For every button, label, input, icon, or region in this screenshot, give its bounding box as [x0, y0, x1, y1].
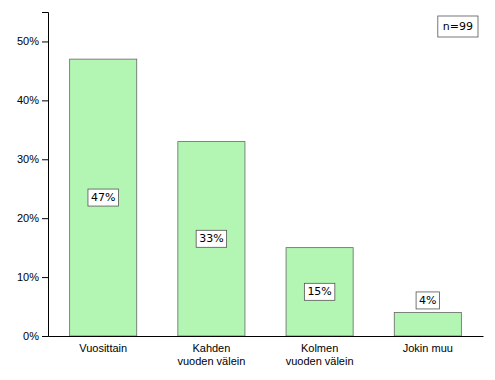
x-tick: Kahdenvuoden välein	[177, 336, 245, 367]
chart: 0% 10% 20% 30% 40% 50% Vuosittain Kahdenvuoden …	[0, 0, 495, 380]
data-label-box	[196, 230, 226, 247]
y-tick: 20%	[17, 212, 48, 224]
x-tick-label: Kahdenvuoden välein	[177, 342, 245, 367]
bar	[70, 59, 137, 336]
data-label-box	[88, 189, 118, 206]
y-tick-mark	[42, 277, 48, 278]
annotation: n=99	[443, 20, 473, 33]
data-label: 15%	[307, 285, 331, 298]
data-label-box	[304, 283, 334, 300]
x-tick: Vuosittain	[79, 336, 127, 354]
y-tick-mark	[42, 100, 48, 101]
data-labels: 47% 33% 15% 4%	[88, 189, 440, 309]
x-axis-line	[49, 336, 484, 337]
y-tick-mark	[42, 336, 48, 337]
data-label-group: 33%	[196, 230, 226, 247]
x-tick: Kolmenvuoden välein	[286, 336, 354, 367]
x-tick-label: Vuosittain	[79, 342, 127, 354]
x-tick: Jokin muu	[403, 336, 453, 354]
y-tick-label: 40%	[17, 94, 39, 106]
bar	[178, 142, 245, 336]
bar	[286, 248, 353, 336]
plot: 0% 10% 20% 30% 40% 50% Vuosittain Kahdenvuoden …	[17, 13, 484, 368]
y-tick: 0%	[23, 330, 48, 342]
y-tick: 30%	[17, 153, 48, 165]
y-axis-line	[42, 13, 49, 337]
y-tick-mark	[42, 159, 48, 160]
data-label-group: 15%	[304, 283, 334, 300]
y-tick-label: 20%	[17, 212, 39, 224]
y-tick-label: 10%	[17, 271, 39, 283]
y-tick: 10%	[17, 271, 48, 283]
data-label-group: 47%	[88, 189, 118, 206]
bar	[394, 312, 461, 336]
data-label: 47%	[91, 191, 115, 204]
y-tick-mark	[42, 41, 48, 42]
y-axis: 0% 10% 20% 30% 40% 50%	[17, 13, 49, 343]
data-label-group: 4%	[416, 292, 439, 309]
y-tick: 50%	[17, 35, 48, 47]
y-tick-label: 30%	[17, 153, 39, 165]
data-label: 4%	[419, 294, 436, 307]
data-label: 33%	[199, 232, 223, 245]
annotation-group: n=99	[438, 16, 478, 37]
y-tick-label: 50%	[17, 35, 39, 47]
bars	[70, 59, 462, 336]
x-tick-label: Jokin muu	[403, 342, 453, 354]
data-label-box	[416, 292, 439, 309]
y-tick-label: 0%	[23, 330, 39, 342]
y-tick: 40%	[17, 94, 48, 106]
y-tick-mark	[42, 218, 48, 219]
x-axis: Vuosittain Kahdenvuoden välein Kolmenvuode…	[49, 336, 484, 367]
annotation-box	[438, 16, 478, 37]
x-tick-label: Kolmenvuoden välein	[286, 342, 354, 367]
